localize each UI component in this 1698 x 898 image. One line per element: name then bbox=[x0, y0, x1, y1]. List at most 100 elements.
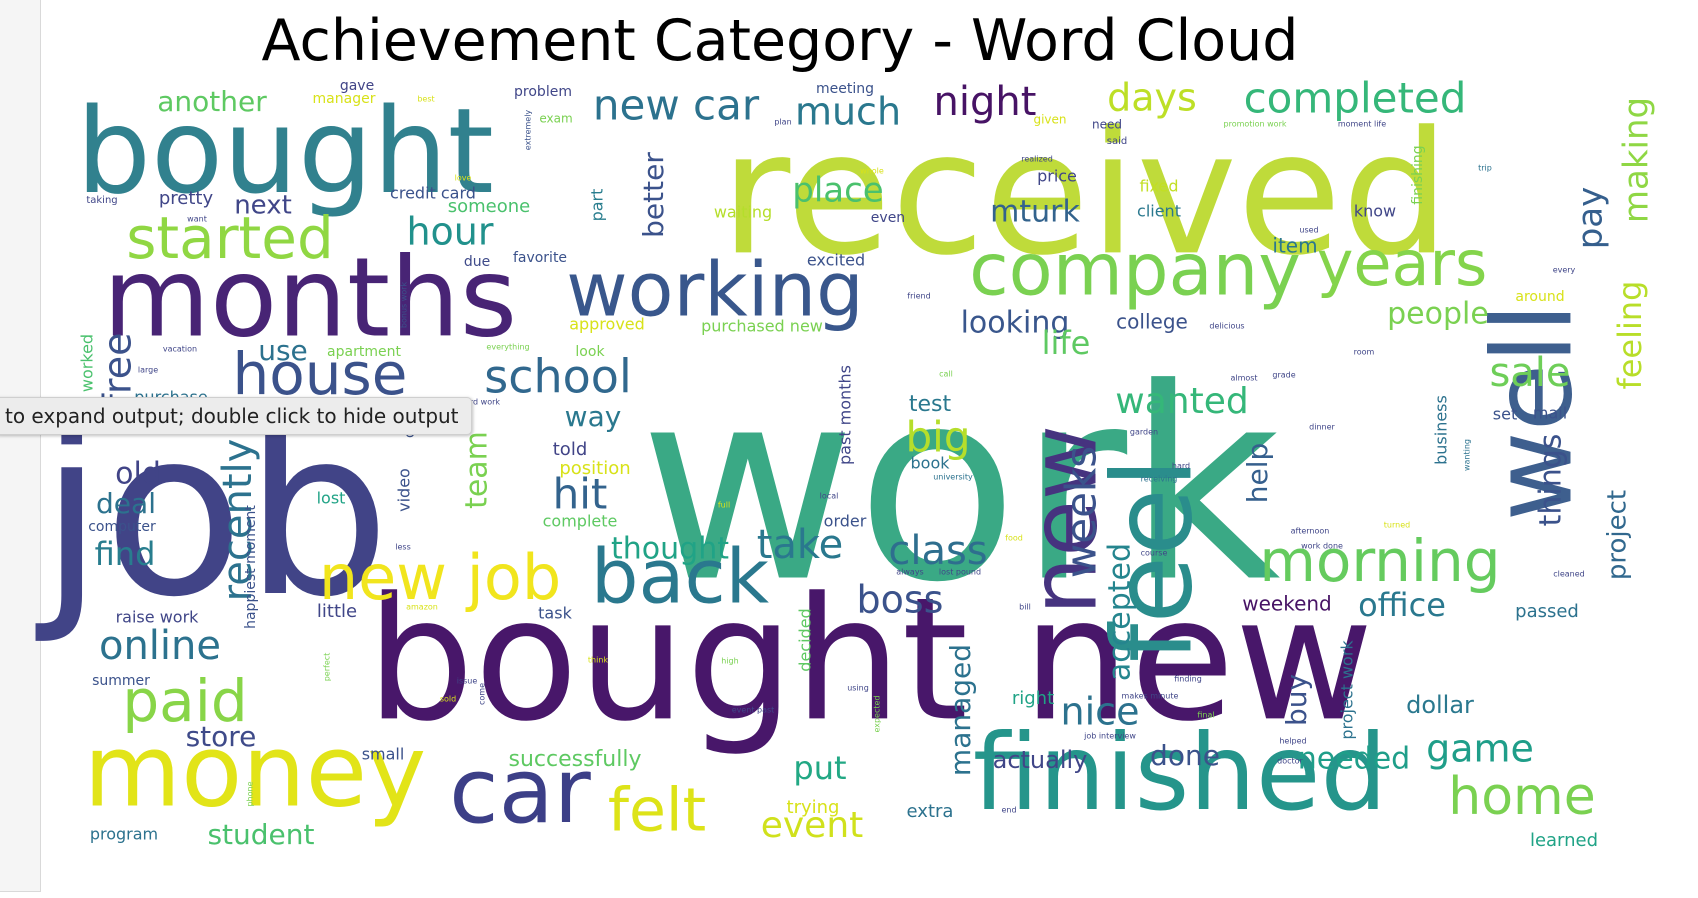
word-know: know bbox=[1354, 202, 1396, 221]
word-looking: looking bbox=[961, 306, 1070, 341]
word-sale: sale bbox=[1489, 350, 1570, 396]
word-wanting: wanting bbox=[1463, 439, 1472, 471]
word-done: done bbox=[1150, 739, 1220, 772]
word-problem: problem bbox=[514, 84, 572, 100]
word-come: come bbox=[478, 683, 487, 705]
word-plan: plan bbox=[774, 118, 791, 127]
word-next: next bbox=[234, 191, 292, 221]
word-due: due bbox=[464, 254, 490, 270]
word-need: need bbox=[1092, 118, 1122, 132]
word-work-done: work done bbox=[1301, 542, 1343, 551]
word-doctor: doctor bbox=[1277, 757, 1303, 766]
output-cell-gutter[interactable] bbox=[0, 0, 41, 892]
word-passed: passed bbox=[1515, 601, 1579, 622]
word-vacation: vacation bbox=[163, 345, 197, 354]
word-around: around bbox=[1515, 289, 1564, 305]
word-said: said bbox=[1107, 136, 1127, 147]
word-weeks: weeks bbox=[1057, 446, 1106, 578]
word-client: client bbox=[1137, 202, 1181, 221]
word-project-work: project work bbox=[1338, 640, 1357, 740]
word-bill: bill bbox=[1019, 603, 1031, 612]
word-fixed: fixed bbox=[1139, 177, 1178, 196]
word-think: think bbox=[588, 656, 609, 665]
word-purchased-new: purchased new bbox=[701, 317, 823, 336]
word-gave: gave bbox=[340, 78, 374, 94]
word-hard: hard bbox=[1172, 462, 1190, 471]
word-felt: felt bbox=[608, 776, 706, 846]
word-approved: approved bbox=[569, 315, 645, 334]
word-realized: realized bbox=[1021, 155, 1053, 164]
word-program: program bbox=[90, 825, 158, 844]
word-class: class bbox=[888, 528, 987, 574]
word-receiving: receiving bbox=[1141, 475, 1178, 484]
word-put: put bbox=[793, 749, 846, 787]
word-worked: worked bbox=[78, 334, 97, 392]
word-weekend: weekend bbox=[1242, 592, 1332, 616]
word-makes-minute: makes minute bbox=[1122, 692, 1179, 701]
word-promotion-work: promotion work bbox=[1224, 120, 1287, 129]
word-helped: helped bbox=[1279, 737, 1306, 746]
word-completed: completed bbox=[1244, 74, 1467, 123]
word-another: another bbox=[157, 85, 267, 118]
word-test: test bbox=[909, 392, 952, 417]
word-look: look bbox=[575, 344, 605, 360]
word-trip: trip bbox=[1478, 164, 1492, 173]
word-home: home bbox=[1448, 767, 1595, 827]
word-help: help bbox=[1241, 443, 1274, 504]
word-accepted: accepted bbox=[1103, 543, 1138, 681]
word-company: company bbox=[969, 228, 1301, 312]
word-successfully: successfully bbox=[509, 747, 642, 772]
word-food: food bbox=[1005, 534, 1023, 543]
word-high: high bbox=[721, 657, 738, 666]
word-someone: someone bbox=[448, 196, 531, 217]
word-extremely: extremely bbox=[524, 110, 533, 151]
word-local: local bbox=[820, 492, 839, 501]
word-lost: lost bbox=[317, 489, 346, 508]
word-making: making bbox=[1617, 97, 1657, 223]
word-everything: everything bbox=[486, 343, 529, 352]
word-life: life bbox=[1042, 324, 1091, 362]
word-free: free bbox=[96, 333, 140, 408]
word-grade: grade bbox=[1272, 371, 1295, 380]
word-exam: exam bbox=[539, 112, 572, 126]
word-large: large bbox=[138, 366, 158, 375]
word-told: told bbox=[553, 439, 588, 460]
word-better: better bbox=[637, 152, 670, 238]
word-online: online bbox=[99, 623, 221, 669]
word-pretty: pretty bbox=[159, 188, 214, 209]
word-people: people bbox=[1387, 297, 1489, 332]
word-recently: recently bbox=[215, 439, 261, 602]
word-thought: thought bbox=[611, 532, 729, 567]
word-things: things bbox=[1534, 434, 1569, 527]
word-needed: needed bbox=[1298, 742, 1410, 777]
word-dinner: dinner bbox=[1309, 423, 1335, 432]
word-complete: complete bbox=[543, 512, 618, 531]
word-night: night bbox=[934, 79, 1037, 125]
word-small: small bbox=[362, 745, 405, 764]
word-college: college bbox=[1116, 310, 1188, 334]
word-new-car: new car bbox=[593, 81, 760, 130]
word-way: way bbox=[565, 400, 622, 433]
word-final: final bbox=[1197, 711, 1214, 720]
word-house: house bbox=[233, 340, 408, 408]
word-learned: learned bbox=[1530, 830, 1598, 851]
word-cleaned: cleaned bbox=[1553, 570, 1585, 579]
word-past-months: past months bbox=[836, 365, 855, 465]
word-received: received bbox=[720, 95, 1449, 293]
word-moment-life: moment life bbox=[1338, 120, 1386, 129]
word-mail: mail bbox=[1533, 404, 1567, 423]
word-work: work bbox=[639, 332, 1280, 640]
word-hard-work: hard work bbox=[460, 398, 500, 407]
word-waiting: waiting bbox=[714, 203, 772, 222]
word-working: working bbox=[566, 246, 863, 334]
word-days: days bbox=[1107, 76, 1197, 120]
word-feel: feel bbox=[1088, 458, 1216, 663]
word-new: new bbox=[1010, 425, 1117, 615]
word-pay: pay bbox=[1571, 187, 1611, 250]
word-buy: buy bbox=[1280, 674, 1313, 726]
word-money: money bbox=[84, 712, 427, 829]
word-nice: nice bbox=[1061, 690, 1140, 734]
word-well: well bbox=[1468, 303, 1596, 522]
word-raise-work: raise work bbox=[116, 608, 200, 627]
word-manager: manager bbox=[313, 91, 376, 107]
